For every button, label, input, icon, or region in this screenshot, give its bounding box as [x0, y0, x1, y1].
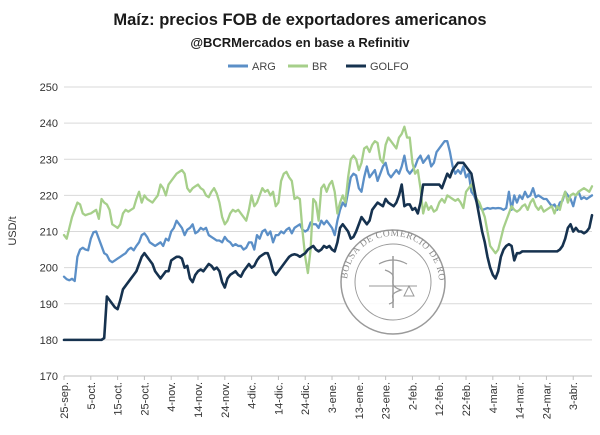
x-tick-label: 14-nov.	[193, 382, 205, 418]
x-tick-label: 12-feb.	[434, 382, 446, 416]
series-layer	[62, 125, 594, 342]
y-tick-label: 170	[40, 371, 58, 383]
gridlines	[64, 86, 592, 377]
legend: ARG BR GOLFO	[228, 61, 409, 73]
x-tick-label: 23-ene.	[381, 382, 393, 419]
y-axis-label: USD/t	[7, 216, 19, 245]
x-tick-label: 4-dic.	[247, 382, 259, 409]
seal-inner-ring	[354, 243, 432, 321]
x-tick-label: 25-oct.	[139, 382, 151, 416]
x-tick-label: 15-oct.	[113, 382, 125, 416]
x-tick-label: 24-mar.	[541, 382, 553, 419]
x-tick-label: 25-sep.	[59, 382, 71, 419]
x-tick-label: 3-ene.	[327, 382, 339, 413]
x-tick-label: 14-mar.	[515, 382, 527, 419]
y-tick-label: 200	[40, 263, 58, 275]
legend-label-br: BR	[312, 61, 327, 73]
y-tick-label: 240	[40, 118, 58, 130]
x-tick-label: 4-nov.	[166, 382, 178, 412]
x-tick-label: 24-dic.	[300, 382, 312, 415]
y-tick-label: 210	[40, 227, 58, 239]
y-tick-label: 180	[40, 335, 58, 347]
legend-label-golfo: GOLFO	[370, 61, 409, 73]
y-tick-label: 220	[40, 190, 58, 202]
series-line-golfo	[62, 161, 594, 342]
x-tick-label: 5-oct.	[86, 382, 98, 410]
x-tick-label: 22-feb.	[461, 382, 473, 416]
seal-emblem-scale-pan	[403, 284, 415, 297]
y-tick-label: 230	[40, 154, 58, 166]
x-tick-label: 3-abr.	[568, 382, 580, 410]
seal-emblem-wings	[378, 259, 408, 265]
x-tick-label: 13-ene.	[354, 382, 366, 419]
x-tick-label: 4-mar.	[488, 382, 500, 413]
x-tick-label: 14-dic.	[273, 382, 285, 415]
x-tick-label: 2-feb.	[407, 382, 419, 410]
axes: 170 180 190 200 210 220 230 240 250 25-sep. 5-oct.…	[40, 82, 592, 419]
chart-title: Maíz: precios FOB de exportadores americ…	[113, 11, 486, 29]
chart-subtitle: @BCRMercados en base a Refinitiv	[190, 35, 410, 50]
y-tick-label: 190	[40, 299, 58, 311]
series-line-br	[62, 125, 594, 275]
y-tick-label: 250	[40, 82, 58, 94]
x-tick-label: 24-nov.	[220, 382, 232, 418]
series-line-arg	[62, 140, 594, 283]
legend-label-arg: ARG	[252, 61, 276, 73]
seal-emblem-serpent	[384, 269, 403, 305]
